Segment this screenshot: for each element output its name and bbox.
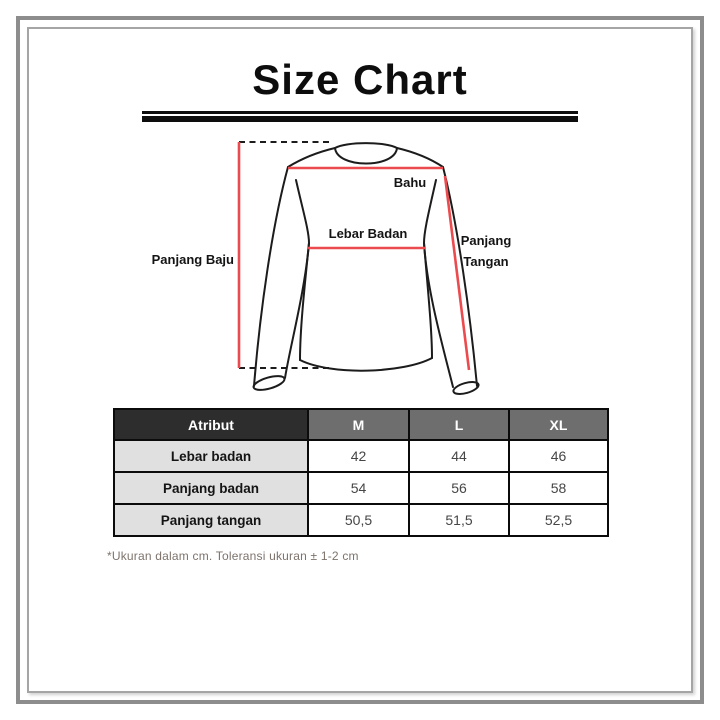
shirt-left-side <box>299 242 310 361</box>
cell-value: 51,5 <box>408 503 510 537</box>
shirt-hem <box>299 357 433 372</box>
footnote: *Ukuran dalam cm. Toleransi ukuran ± 1-2… <box>107 549 359 563</box>
shirt-right-sleeve-outer <box>442 166 478 387</box>
column-header-m: M <box>307 408 410 441</box>
label-panjang-baju: Panjang Baju <box>151 252 234 267</box>
row-label: Panjang badan <box>113 471 309 505</box>
shirt-left-cuff <box>252 375 286 391</box>
column-header-atribut: Atribut <box>113 408 309 441</box>
outer-frame-border <box>16 16 704 704</box>
size-table-header-row: Atribut M L XL <box>113 408 609 441</box>
title-divider-thick-line <box>142 115 578 122</box>
size-table: Atribut M L XL Lebar badan 42 44 46 Panj… <box>113 408 609 537</box>
label-bahu: Bahu <box>393 175 427 190</box>
shirt-left-sleeve-outer <box>253 166 289 387</box>
cell-value: 58 <box>508 471 609 505</box>
shirt-right-cuff <box>452 381 480 395</box>
shirt-left-shoulder <box>287 147 336 168</box>
label-panjang-tangan-line2: Tangan <box>463 254 509 269</box>
title-divider <box>142 111 578 122</box>
cell-value: 42 <box>307 439 410 473</box>
label-lebar-badan: Lebar Badan <box>328 226 408 241</box>
measure-line-panjang-tangan <box>443 175 471 371</box>
table-row-panjang-badan: Panjang badan 54 56 58 <box>113 471 609 505</box>
table-row-panjang-tangan: Panjang tangan 50,5 51,5 52,5 <box>113 503 609 537</box>
shirt-right-shoulder <box>396 147 444 168</box>
label-panjang-tangan-line1: Panjang <box>460 233 512 248</box>
shirt-outline <box>252 142 480 395</box>
cell-value: 54 <box>307 471 410 505</box>
page-title: Size Chart <box>252 56 468 103</box>
label-panjang-tangan: Panjang Tangan <box>454 230 518 272</box>
column-header-l: L <box>408 408 510 441</box>
column-header-xl: XL <box>508 408 609 441</box>
row-label: Lebar badan <box>113 439 309 473</box>
cell-value: 46 <box>508 439 609 473</box>
inner-frame-border <box>27 27 693 693</box>
table-row-lebar-badan: Lebar badan 42 44 46 <box>113 439 609 473</box>
title-divider-thin-line <box>142 111 578 114</box>
cell-value: 50,5 <box>307 503 410 537</box>
shirt-right-side <box>423 242 433 359</box>
measure-guide-dashes <box>239 141 333 369</box>
cell-value: 52,5 <box>508 503 609 537</box>
shirt-collar <box>334 142 398 165</box>
cell-value: 56 <box>408 471 510 505</box>
measure-lines <box>237 142 471 371</box>
cell-value: 44 <box>408 439 510 473</box>
row-label: Panjang tangan <box>113 503 309 537</box>
